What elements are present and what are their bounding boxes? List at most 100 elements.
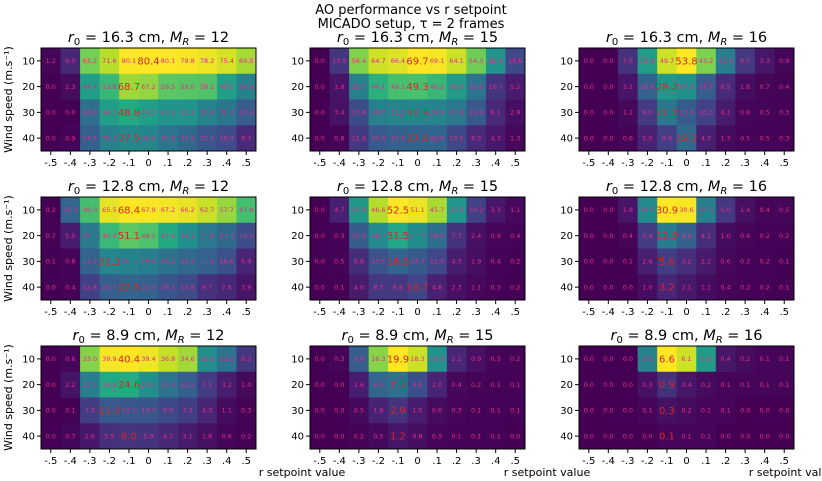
cell-value-label: 11.6 xyxy=(352,134,366,142)
heatmap-cell xyxy=(579,371,599,398)
cell-value-label: 27.2 xyxy=(180,134,194,142)
cell-value-label: 34.1 xyxy=(180,232,194,240)
x-tick-label: -.4 xyxy=(333,307,346,318)
cell-value-label: 80.1 xyxy=(161,57,175,65)
cell-value-label: 31.3 xyxy=(219,109,233,117)
cell-value-label: 35.1 xyxy=(102,134,116,142)
cell-value-label: 0.0 xyxy=(315,134,325,142)
heatmap-cell xyxy=(485,73,506,100)
heatmap-cell xyxy=(505,346,526,373)
cell-value-label: 0.0 xyxy=(46,355,56,363)
x-tick-label: .4 xyxy=(491,158,501,169)
heatmap-cell xyxy=(329,248,350,275)
heatmap-cell xyxy=(657,248,678,275)
x-tick-label: .4 xyxy=(760,456,770,467)
cell-value-label: 0.4 xyxy=(451,381,461,389)
cell-value-label: 44.3 xyxy=(141,109,155,117)
heatmap-cell xyxy=(598,248,619,275)
cell-value-label: 20.0 xyxy=(371,134,385,142)
cell-value-label: 31.3 xyxy=(98,257,120,268)
heatmap-cell xyxy=(427,423,448,450)
cell-value-label: 0.0 xyxy=(603,355,613,363)
cell-value-label: 0.4 xyxy=(779,83,789,91)
cell-value-label: 0.0 xyxy=(603,206,613,214)
heatmap-cell xyxy=(349,397,370,424)
heatmap-cell xyxy=(466,423,487,450)
x-tick-label: .1 xyxy=(701,307,711,318)
heatmap-cell xyxy=(310,397,330,424)
heatmap-cell xyxy=(657,73,678,100)
cell-value-label: 10.0 xyxy=(430,355,444,363)
cell-value-label: 0.0 xyxy=(584,109,594,117)
cell-value-label: 44.1 xyxy=(371,83,385,91)
heatmap-cell xyxy=(446,346,467,373)
heatmap-cell xyxy=(119,274,140,301)
x-tick-label: .1 xyxy=(432,456,442,467)
x-tick-label: .5 xyxy=(510,307,520,318)
heatmap-cell xyxy=(388,99,409,126)
cell-value-label: 5.5 xyxy=(104,432,114,440)
cell-value-label: 0.0 xyxy=(584,57,594,65)
heatmap-panel: r0 = 16.3 cm, MR = 16 0.0 0.0 7.6 29.8 49.7 53… xyxy=(560,30,795,169)
heatmap-cell xyxy=(80,248,101,275)
cell-value-label: 57.7 xyxy=(219,206,233,214)
heatmap-cell xyxy=(579,397,599,424)
heatmap-cell xyxy=(637,222,658,249)
heatmap-panel: r0 = 8.9 cm, MR = 150.0 0.3 5.9 16.3 19.9 18.… xyxy=(291,328,526,467)
x-tick-label: .2 xyxy=(183,456,193,467)
cell-value-label: 0.1 xyxy=(334,283,344,291)
cell-value-label: 0.1 xyxy=(779,258,789,266)
cell-value-label: 0.1 xyxy=(720,407,730,415)
cell-value-label: 66.2 xyxy=(180,206,194,214)
cell-value-label: 1.8 xyxy=(202,432,212,440)
cell-value-label: 10.7 xyxy=(488,83,502,91)
cell-value-label: 21.5 xyxy=(391,134,405,142)
cell-value-label: 16.0 xyxy=(239,232,253,240)
cell-value-label: 49.3 xyxy=(406,82,428,93)
cell-value-label: 9.7 xyxy=(202,283,212,291)
heatmap-cell xyxy=(216,397,237,424)
x-tick-label: .3 xyxy=(740,307,750,318)
cell-value-label: 0.2 xyxy=(779,232,789,240)
cell-value-label: 0.2 xyxy=(510,355,520,363)
heatmap-cell xyxy=(99,248,120,275)
heatmap-cell xyxy=(349,346,370,373)
x-tick-label: .2 xyxy=(452,456,462,467)
cell-value-label: 56.4 xyxy=(352,57,366,65)
cell-value-label: 4.8 xyxy=(432,283,442,291)
x-tick-label: .5 xyxy=(241,158,251,169)
heatmap-cell xyxy=(696,274,717,301)
heatmap-cell xyxy=(618,248,639,275)
heatmap-cell xyxy=(637,346,658,373)
heatmap-cell xyxy=(119,99,140,126)
heatmap-cell xyxy=(579,125,599,152)
heatmap-cell xyxy=(99,73,120,100)
cell-value-label: 0.1 xyxy=(760,381,770,389)
heatmap-cell xyxy=(637,99,658,126)
heatmap-cell xyxy=(427,48,448,75)
cell-value-label: 0.0 xyxy=(584,258,594,266)
heatmap-cell xyxy=(99,99,120,126)
cell-value-label: 6.8 xyxy=(354,258,364,266)
cell-value-label: 0.1 xyxy=(701,432,711,440)
heatmap-cell xyxy=(485,197,506,224)
heatmap-cell xyxy=(715,125,736,152)
cell-value-label: 4.0 xyxy=(354,283,364,291)
cell-value-label: 44.4 xyxy=(83,83,97,91)
x-tick-label: -.3 xyxy=(621,307,634,318)
heatmap-cell xyxy=(236,274,257,301)
cell-value-label: 54.3 xyxy=(469,57,483,65)
cell-value-label: 13.2 xyxy=(699,206,713,214)
panel-title: r0 = 12.8 cm, MR = 16 xyxy=(606,179,767,197)
cell-value-label: 0.8 xyxy=(65,258,75,266)
heatmap-cell xyxy=(310,125,330,152)
cell-value-label: 7.3 xyxy=(85,407,95,415)
cell-value-label: 68.4 xyxy=(118,205,140,216)
cell-value-label: 2.9 xyxy=(642,355,652,363)
cell-value-label: 27.5 xyxy=(83,232,97,240)
cell-value-label: 27.6 xyxy=(200,232,214,240)
heatmap-cell xyxy=(657,197,678,224)
heatmap-cell xyxy=(119,222,140,249)
cell-value-label: 0.6 xyxy=(623,134,633,142)
heatmap-cell xyxy=(657,397,678,424)
